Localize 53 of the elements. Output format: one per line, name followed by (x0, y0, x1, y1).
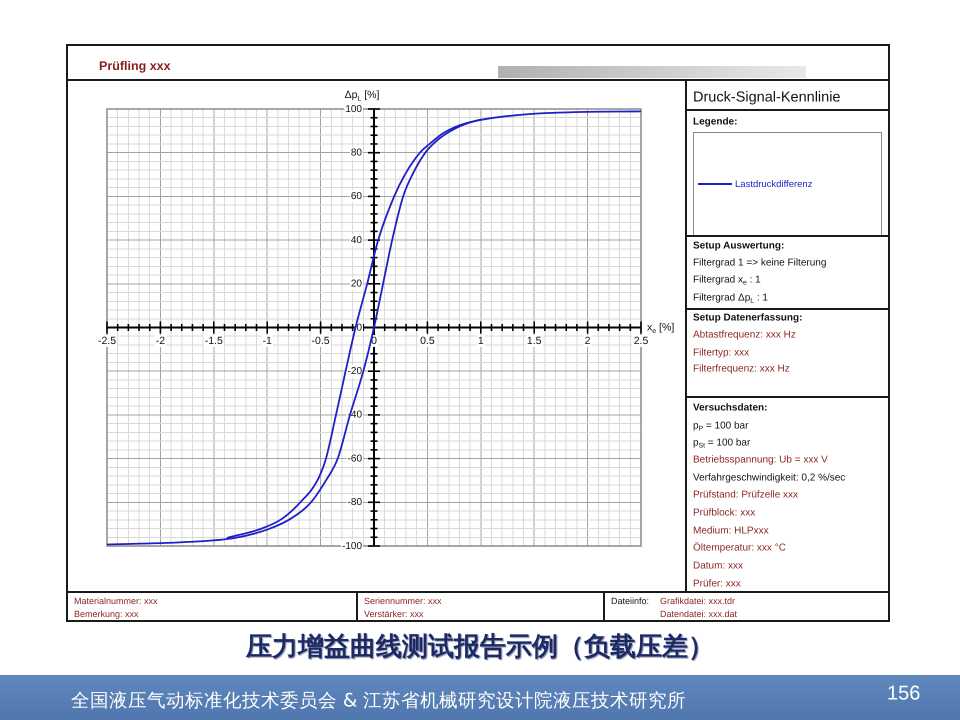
x-tick-label: -2.5 (98, 335, 116, 348)
text: Datendatei: xxx.dat (660, 608, 738, 619)
text: Filtergrad 1 => keine Filterung (693, 256, 826, 268)
y-tick-label: 20 (350, 278, 362, 290)
legend-title: Legende: (693, 116, 738, 128)
text: Dateiinfo: (611, 595, 650, 606)
text: Prüfer: xxx (693, 578, 741, 590)
text: p$_{P}$ = 100 bar (693, 420, 748, 432)
text: Filtertyp: xxx (693, 346, 750, 358)
y-tick-label: -100 (342, 540, 362, 552)
y-tick-label: 0 (356, 322, 362, 334)
text: Verfahrgeschwindigkeit: 0,2 %/sec (693, 472, 846, 484)
text: Grafikdatei: xxx.tdr (660, 595, 736, 606)
text: Medium: HLPxxx (693, 525, 769, 537)
text: Prüfling xxx (99, 58, 171, 74)
text: Materialnummer: xxx (74, 595, 158, 606)
y-tick-label: 100 (345, 104, 362, 115)
text: Datum: xxx (693, 560, 744, 572)
y-tick-label: -60 (348, 453, 362, 464)
text: p$_{St}$ = 100 bar (693, 436, 750, 449)
text: Setup Auswertung: (693, 240, 784, 252)
y-tick-label: 80 (350, 147, 362, 158)
text: Filtergrad x$_{e}$ : 1 (693, 274, 761, 287)
text: Abtastfrequenz: xxx Hz (693, 330, 796, 342)
text: Öltemperatur: xxx °C (693, 542, 786, 554)
text: Prüfblock: xxx (693, 508, 756, 520)
text: 156 (887, 682, 920, 706)
x-tick-label: -2 (156, 335, 166, 348)
text: Druck-Signal-Kennlinie (693, 90, 840, 106)
x-tick-label: -1 (262, 335, 272, 348)
text: Verstärker: xxx (364, 608, 424, 619)
y-tick-label: 40 (350, 234, 362, 246)
x-tick-label: -0.5 (312, 335, 330, 348)
x-tick-label: 0.5 (420, 335, 435, 348)
text: Filtergrad Δp$_{L}$ : 1 (693, 292, 768, 304)
x-tick-label: 1 (478, 335, 484, 348)
x-tick-label: -1.5 (204, 335, 224, 348)
y-tick-label: -20 (348, 366, 362, 377)
x-tick-label: 2.5 (634, 335, 648, 348)
x-tick-label: 1.5 (526, 335, 542, 348)
x-tick-label: 2 (584, 335, 591, 348)
text: Filterfrequenz: xxx Hz (693, 364, 790, 376)
text: 压力增益曲线测试报告示例（负载压差） (244, 632, 715, 663)
text: Betriebsspannung: Ub = xxx V (693, 454, 828, 466)
text: Setup Datenerfassung: (693, 312, 802, 324)
text: Bemerkung: xxx (74, 608, 139, 619)
text: Seriennummer: xxx (364, 595, 442, 606)
legend-label: Lastdruckdifferenz (735, 178, 812, 190)
text: 全国液压气动标准化技术委员会 & 江苏省机械研究设计院液压技术研究所 (71, 690, 686, 712)
y-tick-label: 60 (350, 191, 362, 202)
y-tick-label: -80 (348, 497, 362, 508)
text: Versuchsdaten: (693, 402, 768, 414)
text: Prüfstand: Prüfzelle xxx (693, 490, 798, 502)
